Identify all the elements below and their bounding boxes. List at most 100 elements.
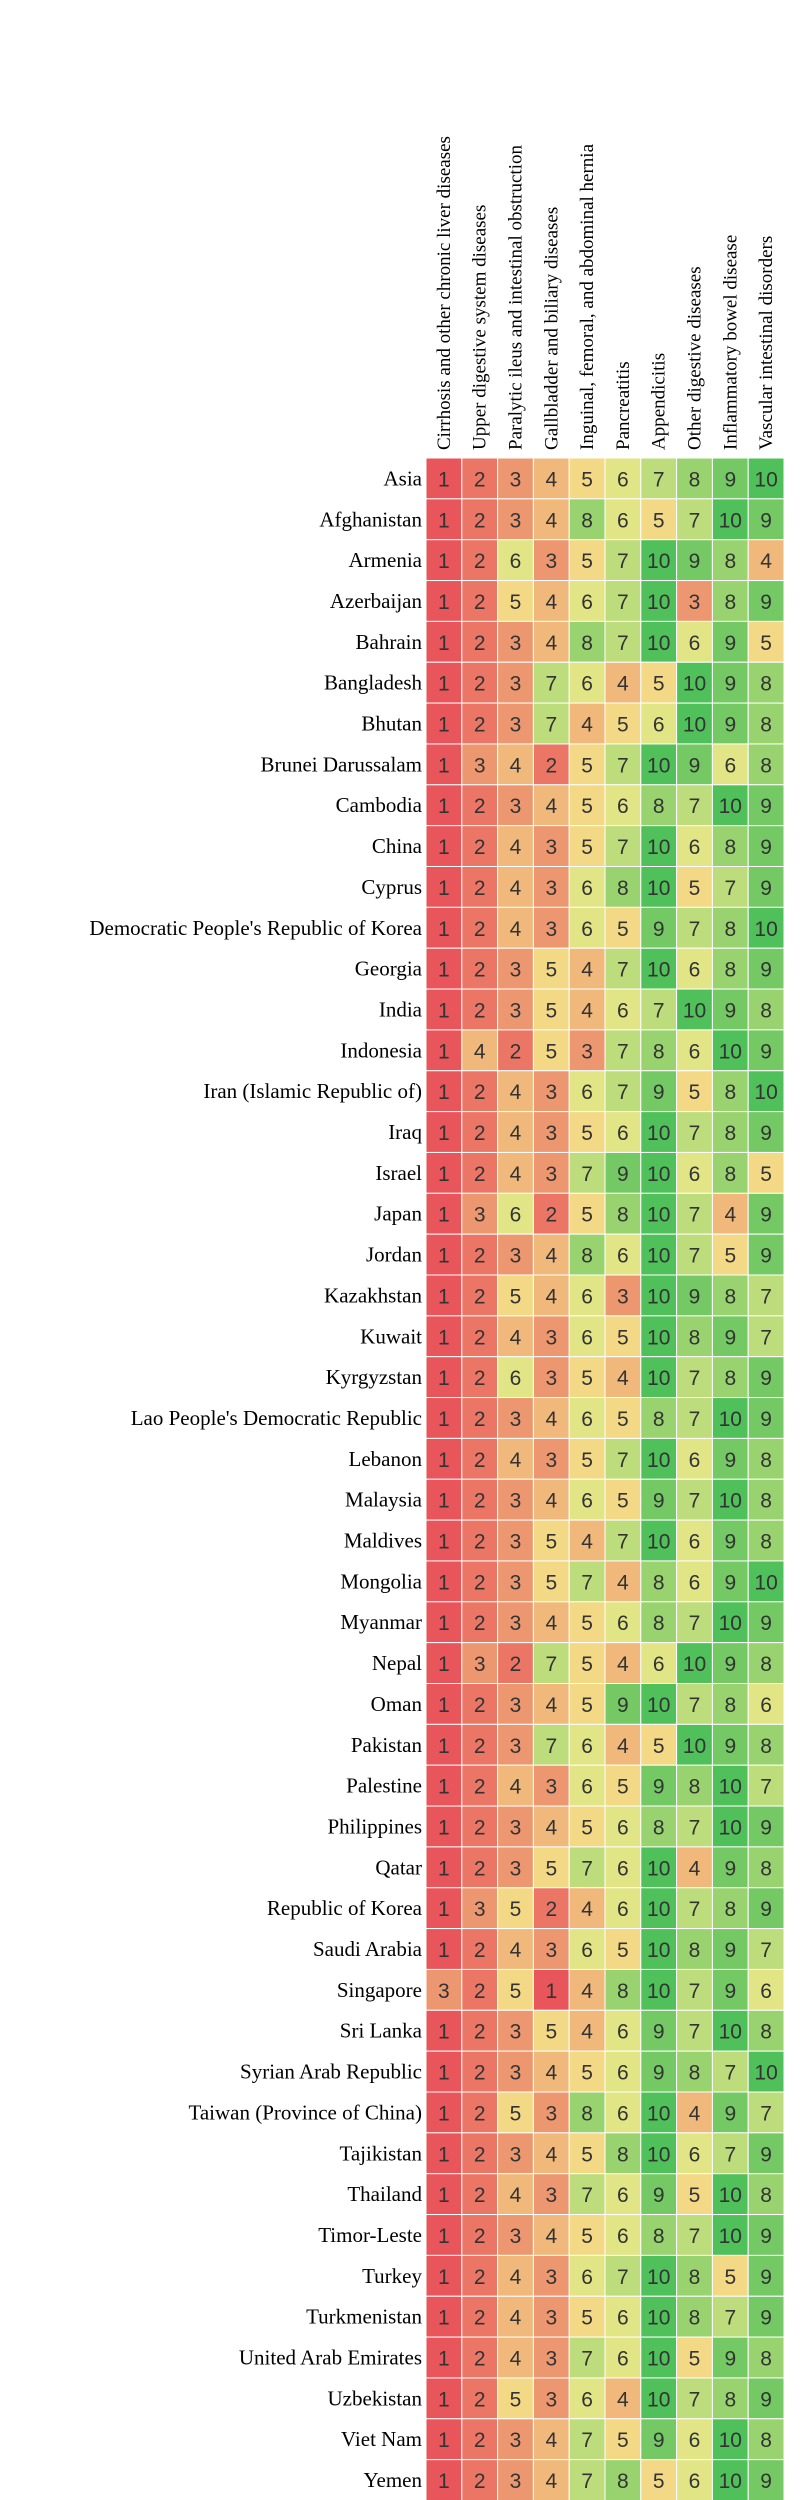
cell-value: 2	[474, 2062, 486, 2085]
heatmap-cell	[676, 1723, 713, 1766]
cell-value: 6	[581, 673, 593, 696]
heatmap-cell	[640, 1315, 678, 1358]
cell-value: 8	[689, 468, 701, 491]
cell-value: 2	[474, 1980, 486, 2003]
cell-value: 6	[617, 2307, 629, 2330]
cell-value: 5	[617, 1408, 629, 1431]
heatmap-cell	[604, 1233, 642, 1276]
cell-value: 1	[545, 1980, 557, 2003]
heatmap-cell	[568, 2173, 606, 2216]
row-label: Jordan	[366, 1243, 422, 1267]
heatmap-cell	[568, 1601, 606, 1644]
cell-value: 8	[724, 1163, 736, 1186]
heatmap-cell	[640, 1397, 678, 1439]
heatmap-cell	[497, 2214, 534, 2256]
heatmap-cell	[425, 539, 463, 582]
cell-value: 4	[617, 1735, 629, 1758]
heatmap-cell	[532, 498, 570, 541]
heatmap-cell	[711, 1356, 749, 1399]
cell-value: 3	[510, 1694, 522, 1717]
cell-value: 10	[719, 1408, 742, 1431]
heatmap-cell	[497, 2050, 534, 2093]
cell-value: 2	[474, 509, 486, 532]
cell-value: 8	[760, 1653, 772, 1676]
cell-value: 8	[653, 1040, 665, 1063]
heatmap-cell	[568, 1070, 606, 1113]
column-label: Upper digestive system diseases	[470, 205, 491, 450]
cell-value: 10	[683, 673, 706, 696]
cell-value: 5	[581, 836, 593, 859]
cell-value: 3	[545, 1081, 557, 1104]
row-labels: Asia Afghanistan Armenia Azerbaijan Bahrain B…	[89, 466, 422, 2492]
heatmap-cell	[425, 825, 463, 868]
row-label: Republic of Korea	[267, 1896, 423, 1920]
heatmap-cell	[497, 1764, 534, 1807]
row-label: Timor-Leste	[318, 2223, 422, 2247]
heatmap-cell	[568, 784, 606, 827]
cell-value: 9	[653, 1490, 665, 1513]
row-label: Taiwan (Province of China)	[188, 2100, 422, 2124]
cell-value: 6	[617, 468, 629, 491]
cell-value: 4	[617, 673, 629, 696]
heatmap-cell	[604, 620, 642, 663]
cell-value: 1	[438, 877, 450, 900]
cell-value: 3	[510, 1735, 522, 1758]
heatmap-cell	[604, 2418, 642, 2461]
heatmap-cell	[747, 702, 785, 745]
cell-value: 6	[617, 1898, 629, 1921]
cell-value: 7	[617, 754, 629, 777]
cell-value: 10	[683, 999, 706, 1022]
heatmap-cell	[711, 2459, 749, 2500]
cell-value: 2	[474, 550, 486, 573]
cell-value: 4	[510, 877, 522, 900]
cell-value: 6	[617, 1245, 629, 1268]
cell-value: 2	[474, 1571, 486, 1594]
cell-value: 7	[581, 1857, 593, 1880]
cell-value: 8	[724, 1367, 736, 1390]
cell-value: 8	[760, 1490, 772, 1513]
heatmap-cell	[604, 906, 642, 949]
cell-value: 1	[438, 959, 450, 982]
heatmap-cell	[711, 825, 749, 868]
heatmap-cell	[461, 1887, 499, 1930]
cell-value: 3	[545, 1449, 557, 1472]
cell-value: 2	[474, 959, 486, 982]
heatmap-cell	[604, 2214, 642, 2256]
cell-value: 10	[647, 877, 670, 900]
heatmap-cell	[461, 2173, 499, 2216]
cell-value: 10	[719, 2021, 742, 2044]
cell-value: 9	[724, 2348, 736, 2371]
cell-value: 3	[545, 2348, 557, 2371]
heatmap-cell	[461, 1397, 499, 1439]
heatmap-cell	[747, 2254, 785, 2297]
cell-value: 9	[724, 1449, 736, 1472]
row-label: Oman	[371, 1692, 423, 1716]
cell-value: 5	[581, 1122, 593, 1145]
heatmap-cell	[604, 2132, 642, 2175]
heatmap-cell	[676, 947, 713, 990]
cell-value: 2	[474, 2388, 486, 2411]
heatmap-cell	[640, 1192, 678, 1235]
cell-value: 7	[760, 1326, 772, 1349]
cell-value: 9	[653, 2429, 665, 2452]
cell-value: 9	[760, 877, 772, 900]
heatmap-cell	[676, 2418, 713, 2461]
cell-value: 5	[653, 2470, 665, 2493]
heatmap-cell	[461, 2132, 499, 2175]
heatmap-cell	[711, 1397, 749, 1439]
cell-value: 9	[760, 795, 772, 818]
cell-value: 4	[581, 1980, 593, 2003]
cell-value: 3	[545, 1326, 557, 1349]
row-label: Israel	[375, 1161, 422, 1185]
cell-value: 6	[689, 632, 701, 655]
cell-value: 1	[438, 2062, 450, 2085]
cell-value: 10	[647, 2388, 670, 2411]
heatmap-cell	[676, 2254, 713, 2297]
cell-value: 10	[719, 1612, 742, 1635]
row-label: Iran (Islamic Republic of)	[203, 1079, 422, 1103]
cell-value: 7	[689, 1898, 701, 1921]
heatmap-cell	[604, 1642, 642, 1685]
cell-value: 8	[653, 2225, 665, 2248]
cell-value: 2	[510, 1040, 522, 1063]
